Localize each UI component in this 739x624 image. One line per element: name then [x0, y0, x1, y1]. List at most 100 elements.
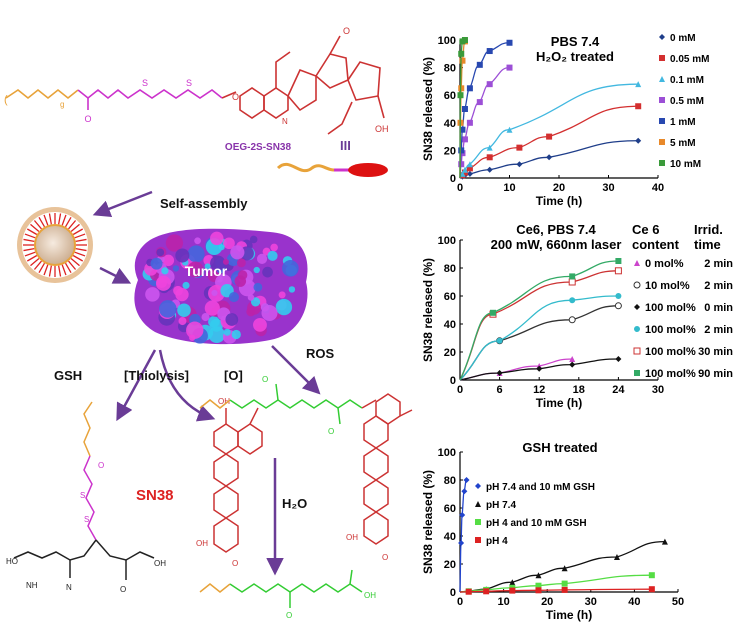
legend-label: 100 mol%	[645, 346, 696, 358]
data-point	[461, 488, 468, 495]
chart-h2o2-release: 0 10 20 30 40 0 20 40 60 80 100 Time (h) SN38 releas…	[421, 33, 709, 208]
product-o-label: O	[286, 611, 292, 620]
x-axis-label: Time (h)	[546, 608, 592, 622]
legend-label: pH 4	[486, 536, 508, 547]
legend-label: pH 7.4 and 10 mM GSH	[486, 482, 595, 493]
data-point	[459, 57, 466, 64]
legend-label: 5 mM	[670, 138, 696, 149]
sulfur-label-2: S	[186, 78, 192, 88]
legend-label: 1 mM	[670, 117, 696, 128]
amphiphile-cartoon	[276, 162, 388, 177]
legend-marker	[634, 304, 640, 310]
tumor-cell	[172, 265, 180, 272]
y-tick-label: 60	[444, 503, 456, 515]
tumor-cell	[278, 291, 286, 299]
legend-time: 0 min	[704, 302, 733, 314]
x-tick-label: 18	[573, 384, 585, 396]
y-tick-label: 100	[438, 35, 456, 47]
data-point	[459, 126, 466, 133]
y-axis-label: SN38 released (%)	[421, 57, 435, 161]
data-point	[506, 39, 513, 46]
lipid-tail	[30, 258, 40, 267]
lipid-tail	[24, 251, 36, 257]
x-tick-label: 10	[497, 596, 509, 608]
data-point	[483, 588, 490, 595]
tumor-cell	[175, 248, 190, 263]
legend-label: 0.1 mM	[670, 75, 704, 86]
y-tick-label: 40	[444, 118, 456, 130]
legend-header: Irrid.	[694, 222, 723, 237]
data-point	[615, 293, 622, 299]
data-point	[536, 365, 543, 372]
data-point	[459, 512, 466, 518]
legend-time: 30 min	[698, 346, 733, 358]
legend-time: 90 min	[698, 368, 733, 380]
x-tick-label: 40	[628, 596, 640, 608]
legend-marker	[633, 281, 641, 289]
x-tick-label: 12	[533, 384, 545, 396]
sn38-right-oh-label: OH	[346, 533, 358, 542]
data-point	[496, 337, 503, 344]
lipid-tail	[74, 233, 86, 239]
data-point	[461, 37, 468, 43]
x-tick-label: 20	[541, 596, 553, 608]
tumor-cell	[231, 329, 241, 340]
y-tick-label: 60	[444, 291, 456, 303]
lipid-tail	[61, 214, 67, 226]
hydrolysis-product	[199, 569, 363, 608]
legend-label: 0.05 mM	[670, 54, 709, 65]
x-axis-label: Time (h)	[536, 396, 582, 410]
data-point	[490, 309, 496, 316]
y-tick-label: 20	[444, 559, 456, 571]
legend-header: time	[694, 237, 721, 252]
sn38-attached	[363, 393, 413, 545]
y-tick-label: 0	[450, 173, 456, 185]
adduct-n-label-1: N	[66, 583, 72, 592]
sn38-right-o-label: O	[382, 553, 388, 562]
y-tick-label: 100	[438, 235, 456, 247]
roman-label: III	[340, 138, 351, 153]
chart-subtitle: H₂O₂ treated	[536, 49, 614, 64]
lipid-tail	[61, 264, 67, 276]
legend-time: 2 min	[704, 324, 733, 336]
chart-subtitle: 200 mW, 660nm laser	[491, 237, 622, 252]
lipid-tail	[38, 262, 46, 274]
tumor-cell	[270, 243, 278, 252]
series-line	[459, 358, 573, 381]
data-point	[458, 147, 465, 154]
tumor-cell	[156, 277, 168, 289]
x-tick-label: 10	[503, 182, 515, 194]
data-point	[506, 126, 513, 133]
product-oh-label: OH	[364, 591, 376, 600]
data-point	[486, 166, 493, 173]
legend-label: 100 mol%	[645, 368, 696, 380]
lipid-tail	[72, 254, 84, 262]
lipid-tail	[58, 213, 62, 225]
y-tick-label: 0	[450, 587, 456, 599]
adduct-oh-label: OH	[154, 559, 166, 568]
series-line	[459, 83, 639, 179]
tumor-cell	[204, 300, 220, 316]
legend-label: 0 mM	[670, 33, 696, 44]
lipid-tail	[58, 265, 62, 277]
data-point	[486, 81, 493, 88]
tumor-cell	[230, 245, 245, 260]
y-tick-label: 80	[444, 263, 456, 275]
legend-label: 0 mol%	[645, 258, 684, 270]
x-tick-label: 6	[497, 384, 503, 396]
lipid-tail	[43, 214, 49, 226]
lipid-tail	[74, 251, 86, 257]
tumor-cell	[256, 253, 268, 264]
data-point	[466, 85, 473, 92]
lipid-tail	[30, 223, 40, 232]
reaction-scheme: ( g O S S O O OH N OEG-2S-SN38 III	[4, 26, 413, 620]
gsh-adduct	[13, 401, 155, 580]
liposome-to-tumor-arrow	[99, 266, 132, 284]
tumor-cell	[178, 317, 187, 326]
lipid-tail	[68, 260, 77, 270]
tumor-cell	[228, 291, 240, 303]
lipid-tail	[43, 264, 49, 276]
y-tick-label: 40	[444, 531, 456, 543]
lipid-tail	[23, 248, 35, 252]
thiolysis-label: [Thiolysis]	[124, 368, 189, 383]
